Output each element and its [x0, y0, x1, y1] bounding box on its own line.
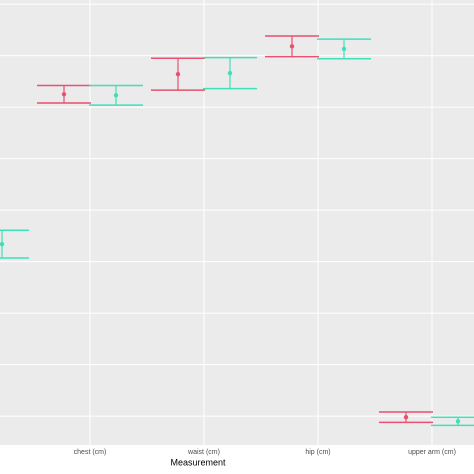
- mean-point: [113, 93, 119, 98]
- x-tick-label: waist (cm): [187, 449, 220, 456]
- mean-point: [227, 70, 233, 76]
- mean-point: [341, 46, 347, 52]
- x-tick-label: hip (cm): [305, 449, 330, 456]
- panel: [0, 0, 474, 445]
- mean-point: [403, 414, 409, 420]
- mean-point: [175, 71, 181, 77]
- x-axis-title: Measurement: [170, 457, 226, 467]
- mean-point: [0, 241, 5, 247]
- x-tick-label: chest (cm): [74, 449, 107, 456]
- mean-point: [289, 44, 295, 49]
- mean-point: [455, 419, 461, 424]
- mean-point: [61, 92, 67, 97]
- x-tick-label: upper arm (cm): [408, 449, 456, 456]
